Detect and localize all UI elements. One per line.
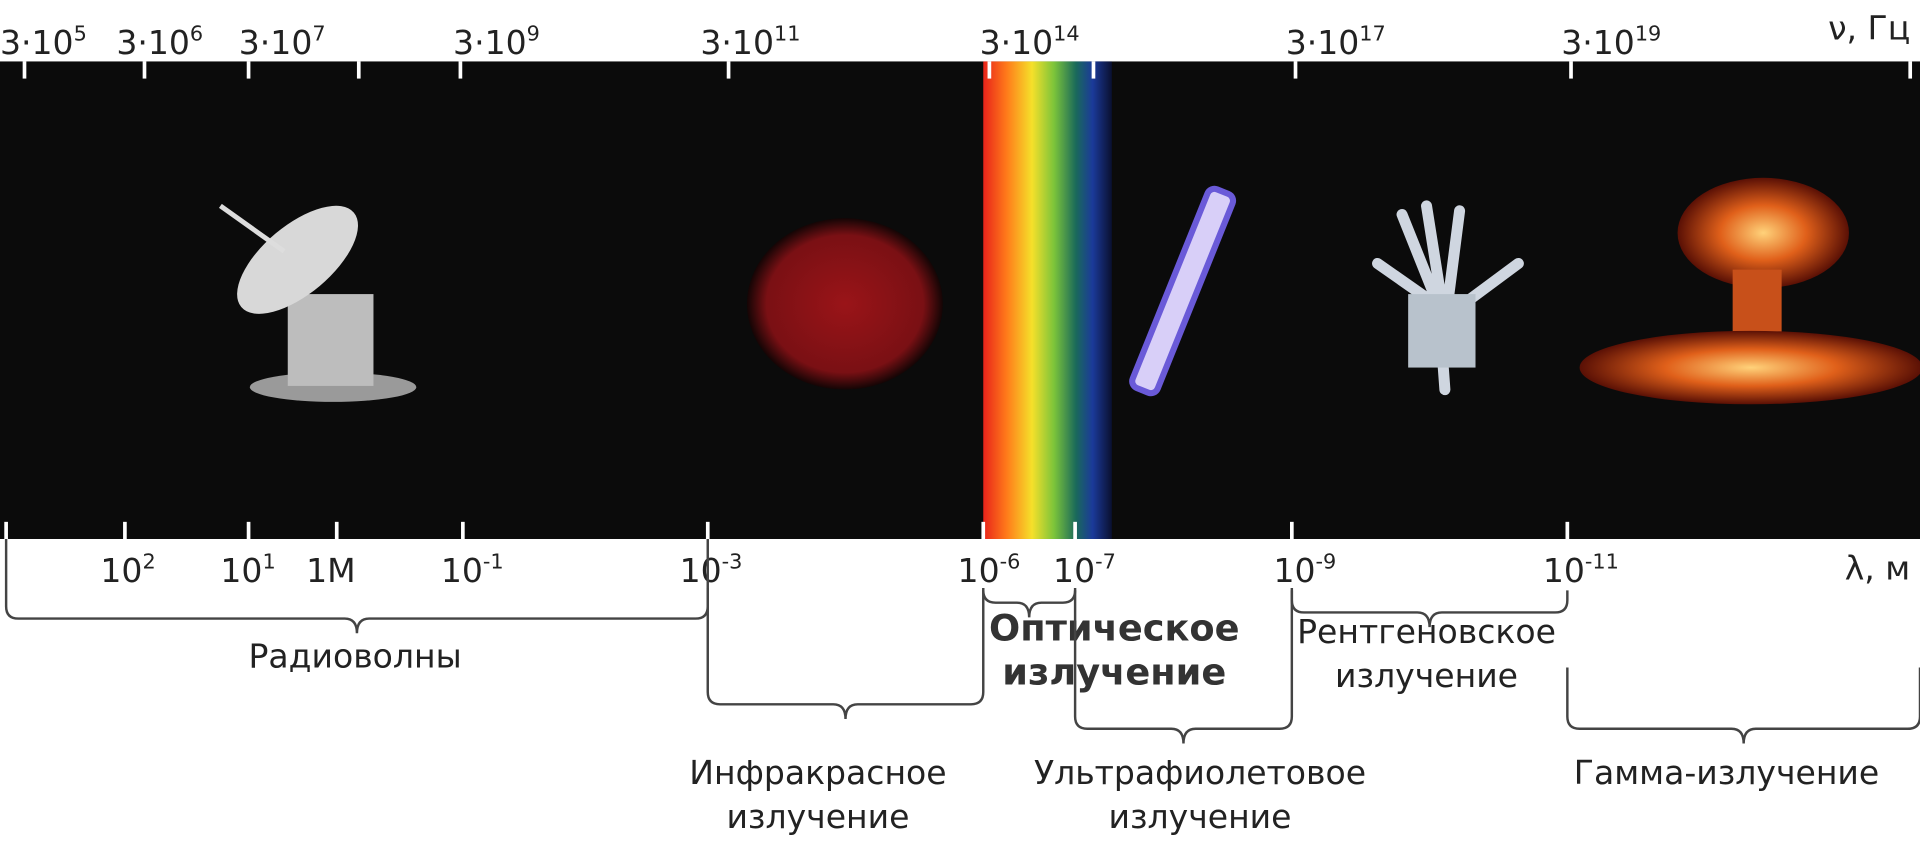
xray-hand-icon <box>1372 200 1524 396</box>
band-label: излучение <box>726 797 909 836</box>
frequency-tick-label: 3·1011 <box>700 22 800 62</box>
tick-exponent: -9 <box>1316 549 1337 573</box>
tick-exponent: 2 <box>142 549 155 573</box>
tick-base: 1M <box>306 551 356 590</box>
tick-exponent: 19 <box>1635 22 1661 46</box>
wavelength-tick-label: 101 <box>220 549 275 589</box>
band-label: Гамма-излучение <box>1574 753 1879 792</box>
band-brace <box>706 587 985 720</box>
infrared-icon <box>746 218 943 390</box>
tick-base: 3·10 <box>1286 23 1360 62</box>
frequency-tick-label: 3·1017 <box>1286 22 1386 62</box>
frequency-tick-label: 3·106 <box>116 22 203 62</box>
tick-base: 3·10 <box>1561 23 1635 62</box>
tick-base: 3·10 <box>239 23 313 62</box>
uv-lamp-icon <box>1129 185 1237 397</box>
band-label: Инфракрасное <box>689 753 946 792</box>
wavelength-tick-label: 10-11 <box>1543 549 1619 589</box>
tick-exponent: 5 <box>74 22 87 46</box>
band-label: излучение <box>1108 797 1291 836</box>
tick-base: 10 <box>1543 551 1585 590</box>
band-brace <box>4 538 709 634</box>
band-label: Радиоволны <box>248 637 461 676</box>
tick-base: 10 <box>958 551 1000 590</box>
wavelength-tick-label: 10-9 <box>1273 549 1336 589</box>
band-label: Оптическое <box>989 607 1240 650</box>
band-brace <box>982 590 1077 618</box>
band-brace <box>1073 587 1294 744</box>
frequency-tick-label: 3·109 <box>453 22 540 62</box>
tick-base: 10 <box>441 551 483 590</box>
band-label: излучение <box>1002 651 1226 694</box>
tick-base: 3·10 <box>980 23 1054 62</box>
tick-exponent: 14 <box>1053 22 1079 46</box>
tick-exponent: -7 <box>1095 549 1116 573</box>
tick-base: 10 <box>220 551 262 590</box>
wavelength-tick-label: 1M <box>306 551 356 590</box>
wavelength-axis-label: λ, м <box>1845 548 1911 587</box>
tick-base: 3·10 <box>116 23 190 62</box>
tick-base: 10 <box>1273 551 1315 590</box>
band-label: Рентгеновское <box>1297 612 1556 651</box>
frequency-axis-label: ν, Гц <box>1828 8 1910 47</box>
explosion-icon <box>1579 177 1920 405</box>
tick-exponent: -6 <box>1000 549 1021 573</box>
wavelength-tick-label: 10-6 <box>958 549 1021 589</box>
tick-exponent: 9 <box>527 22 540 46</box>
tick-base: 10 <box>100 551 142 590</box>
frequency-tick-label: 3·1019 <box>1561 22 1661 62</box>
tick-exponent: -1 <box>483 549 504 573</box>
visible-spectrum <box>983 61 1112 539</box>
band-label: Ультрафиолетовое <box>1034 753 1366 792</box>
band-brace <box>1290 590 1569 628</box>
tick-exponent: 6 <box>190 22 203 46</box>
tick-base: 10 <box>1053 551 1095 590</box>
band-brace <box>1566 667 1920 744</box>
tick-base: 3·10 <box>700 23 774 62</box>
tick-base: 3·10 <box>0 23 74 62</box>
tick-exponent: 11 <box>774 22 800 46</box>
radio-dish-icon <box>218 203 417 402</box>
wavelength-tick-label: 10-1 <box>441 549 504 589</box>
tick-base: 3·10 <box>453 23 527 62</box>
tick-exponent: -11 <box>1585 549 1619 573</box>
wavelength-tick-label: 10-7 <box>1053 549 1116 589</box>
band-label: излучение <box>1335 656 1518 695</box>
frequency-tick-label: 3·1014 <box>980 22 1080 62</box>
frequency-tick-label: 3·105 <box>0 22 87 62</box>
tick-exponent: 7 <box>312 22 325 46</box>
wavelength-tick-label: 10-3 <box>680 549 743 589</box>
frequency-tick-label: 3·107 <box>239 22 326 62</box>
wavelength-tick-label: 102 <box>100 549 155 589</box>
tick-exponent: 1 <box>262 549 275 573</box>
tick-exponent: -3 <box>722 549 743 573</box>
tick-exponent: 17 <box>1359 22 1385 46</box>
tick-base: 10 <box>680 551 722 590</box>
